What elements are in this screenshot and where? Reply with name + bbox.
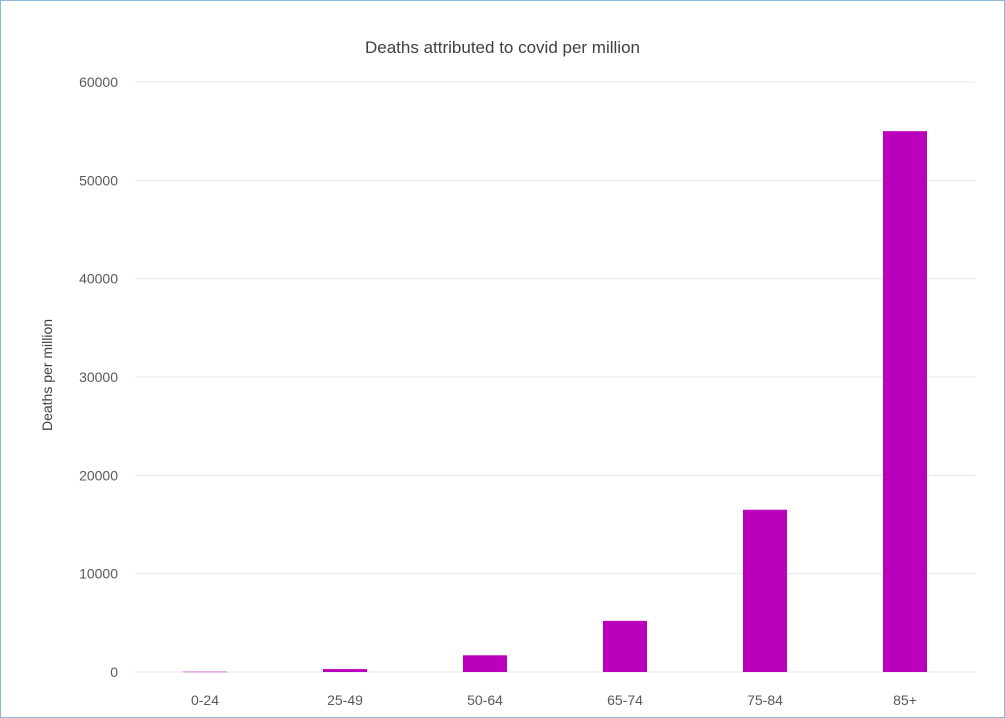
y-tick-label: 40000 [79, 271, 118, 287]
x-tick-label: 50-64 [467, 692, 503, 708]
y-tick-labels: 0 10000 20000 30000 40000 50000 60000 [79, 74, 118, 680]
y-tick-label: 60000 [79, 74, 118, 90]
bars [183, 131, 927, 673]
x-tick-label: 75-84 [747, 692, 783, 708]
y-tick-label: 0 [110, 664, 118, 680]
x-tick-label: 65-74 [607, 692, 643, 708]
y-tick-label: 20000 [79, 467, 118, 483]
y-tick-label: 10000 [79, 566, 118, 582]
bar-85+ [883, 131, 927, 672]
bar-25-49 [323, 669, 367, 672]
x-tick-label: 85+ [893, 692, 917, 708]
y-axis-label: Deaths per million [39, 319, 55, 431]
x-tick-labels: 0-24 25-49 50-64 65-74 75-84 85+ [191, 692, 917, 708]
bar-50-64 [463, 655, 507, 672]
bar-75-84 [743, 509, 787, 672]
y-tick-label: 50000 [79, 172, 118, 188]
y-tick-label: 30000 [79, 369, 118, 385]
bar-65-74 [603, 620, 647, 672]
x-tick-label: 0-24 [191, 692, 219, 708]
chart-title: Deaths attributed to covid per million [365, 38, 640, 57]
bar-0-24 [183, 671, 227, 673]
gridlines [135, 81, 975, 673]
x-tick-label: 25-49 [327, 692, 363, 708]
